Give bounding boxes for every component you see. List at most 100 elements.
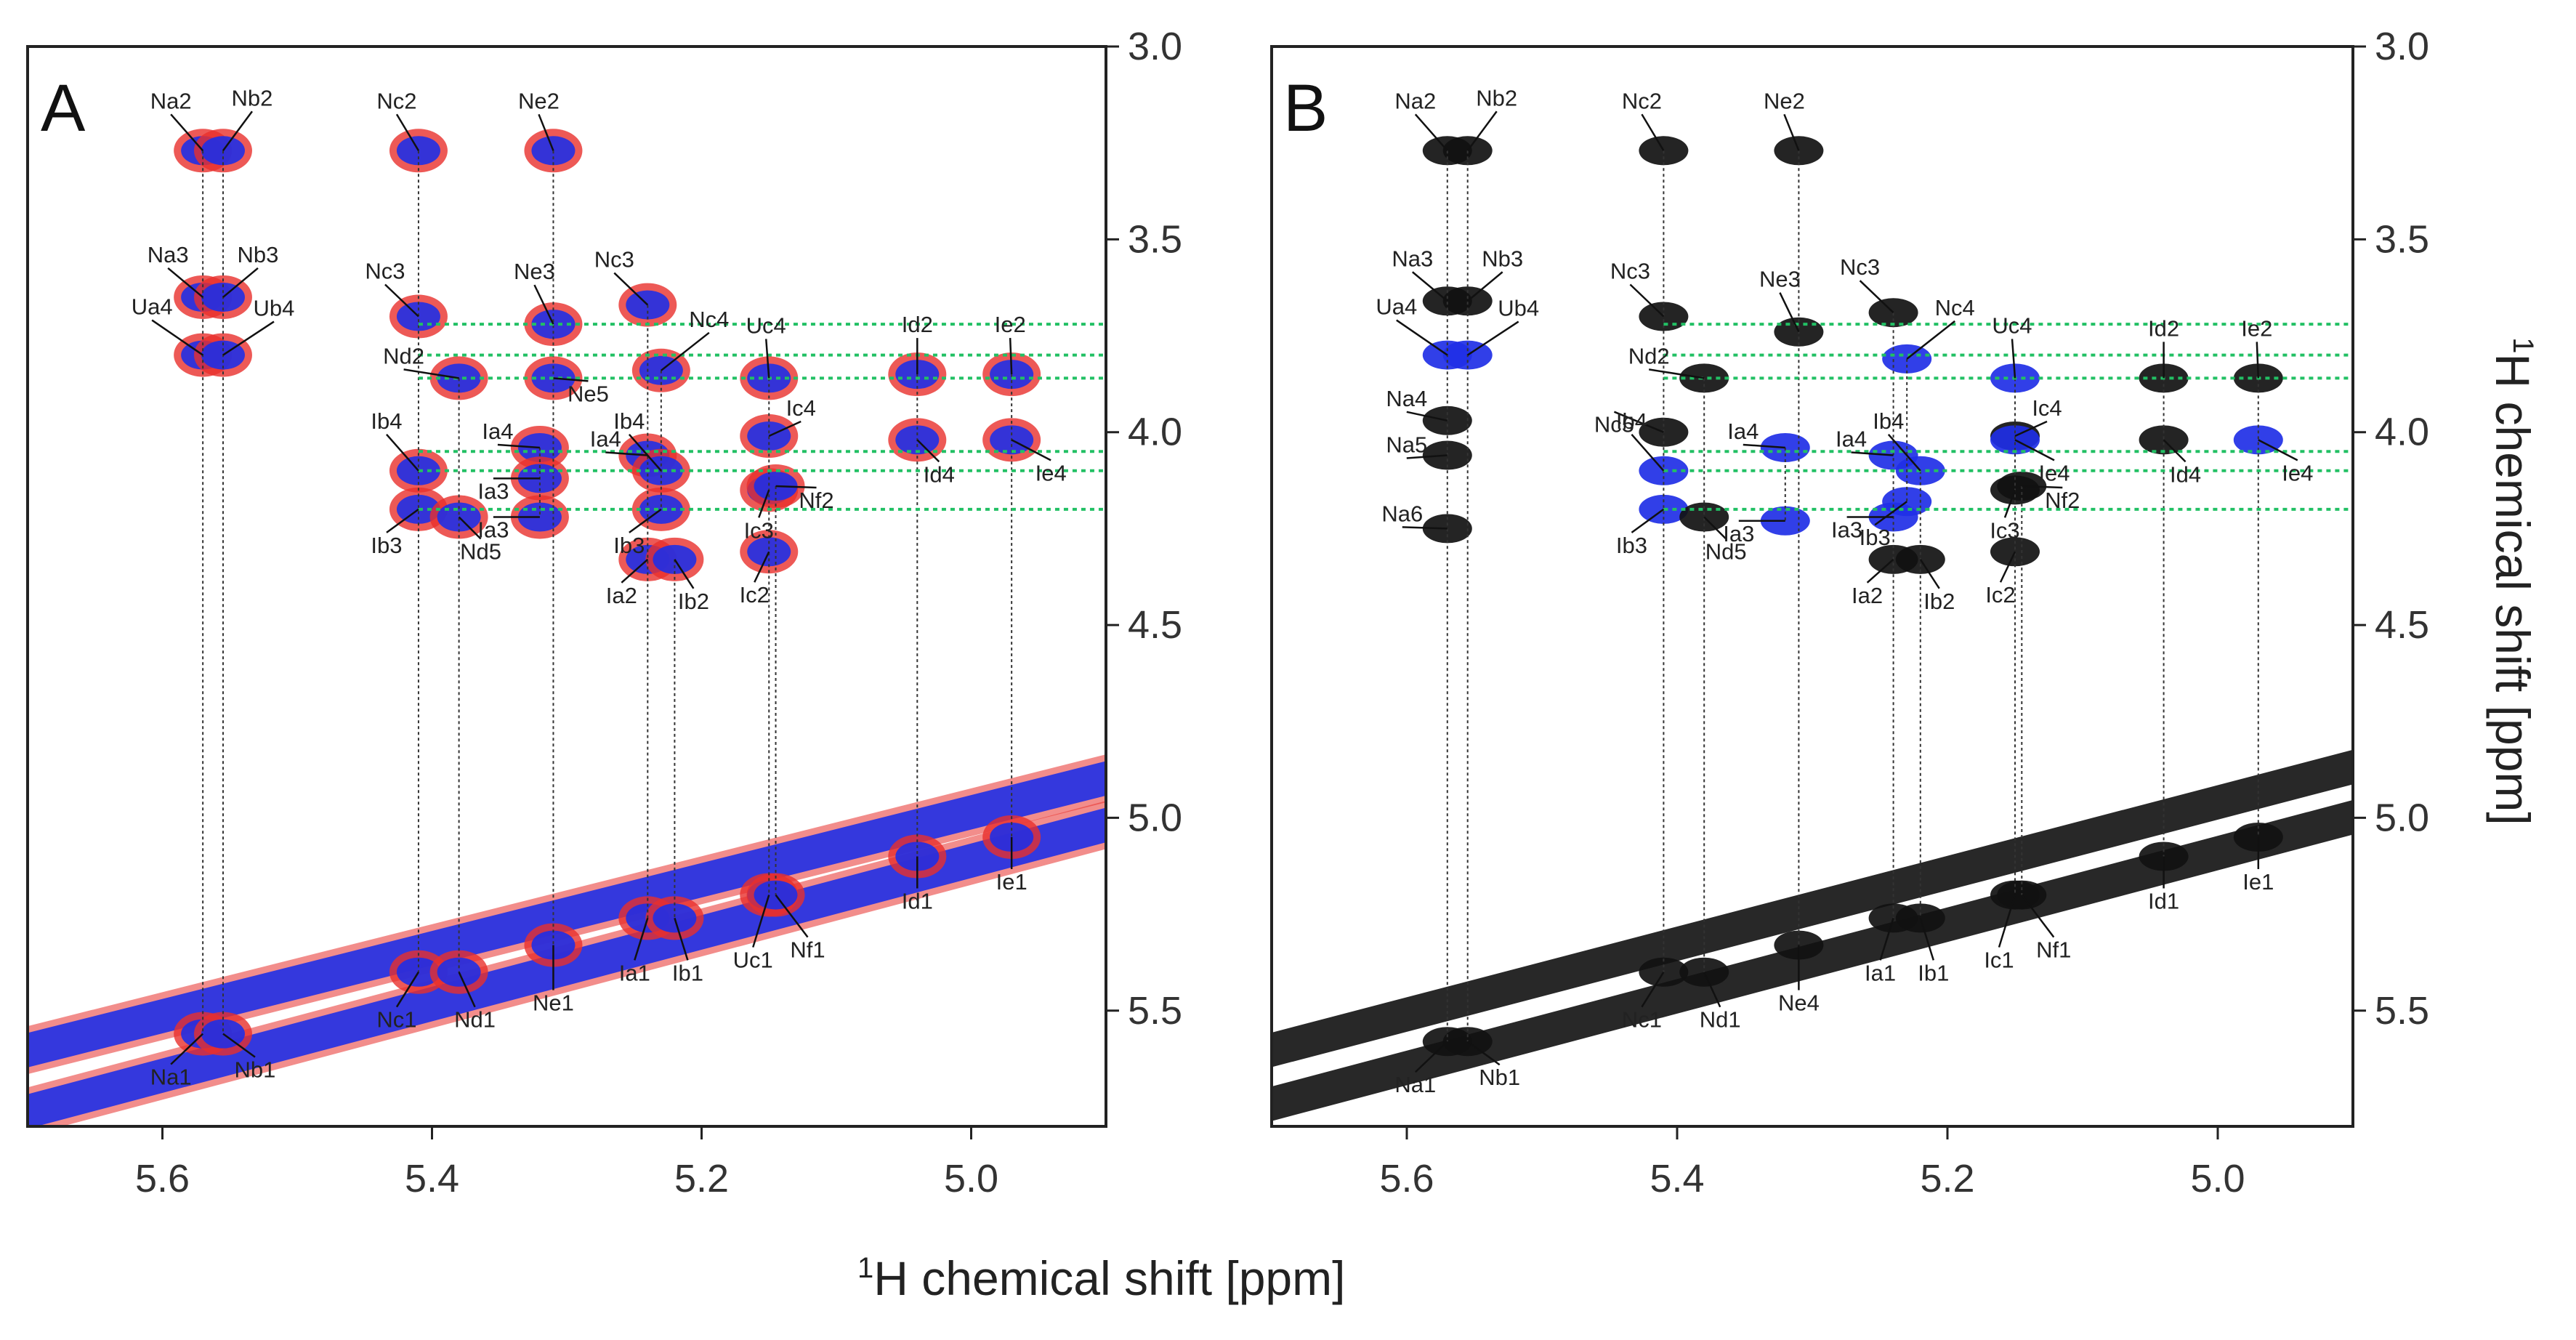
panel-b-peak-label: Nc3 (1840, 254, 1880, 280)
panel-a-peak-label: Nc3 (594, 247, 634, 273)
x-axis-title-text: H chemical shift [ppm] (873, 1251, 1345, 1305)
panel-a-peak-6-leader (222, 267, 259, 298)
panel-b-peak-41-leader (1641, 972, 1665, 1008)
panel-b-peak-37-leader (1919, 559, 1940, 589)
panel-a-peak-37-leader (395, 972, 420, 1008)
panel-b-y-tick-label: 5.5 (2375, 989, 2429, 1033)
panel-b-peak-label: Ic3 (1990, 517, 2019, 543)
panel-a-frame (26, 45, 1107, 1128)
panel-b-peak-13-leader (2011, 339, 2016, 379)
panel-b-peak-label: Ia4 (1727, 419, 1759, 444)
panel-b-y-tick-label: 5.0 (2375, 796, 2429, 839)
y-axis-title: 1H chemical shift [ppm] (2486, 337, 2540, 825)
panel-b-peak-label: Uc4 (1992, 312, 2032, 338)
panel-b-peak-label: Ie4 (2282, 460, 2313, 485)
panel-a-peak-label: Ie1 (996, 869, 1027, 895)
panel-a-peak-label: Ia1 (619, 960, 650, 985)
panel-a-x-tick-label: 5.4 (405, 1157, 459, 1200)
panel-b-peak-label: Ia3 (1831, 517, 1862, 542)
panel-b-axes: 5.6 5.4 5.2 5.0 3.0 3.5 4.0 4.5 5.0 5.5 (1379, 25, 2429, 1200)
panel-b-peak-label: Na3 (1392, 246, 1433, 271)
panel-b-peak-label: Nc1 (1622, 1007, 1662, 1033)
panel-a-peak-23-leader (1011, 439, 1051, 461)
panel-b-peak-22-leader (2014, 420, 2048, 437)
panel-a-peak-label: Ia2 (606, 583, 637, 608)
panel-a-contour-layer (28, 129, 1106, 1125)
panel-b-peak-7-leader (1396, 319, 1448, 356)
panel-a-x-tick-label: 5.6 (135, 1157, 190, 1200)
panel-a-peak-label: Nd5 (460, 538, 501, 564)
panel-a-diagonal-band-2-inner (28, 807, 1106, 1125)
panel-b-peak-label: Ib2 (1923, 589, 1955, 614)
panel-b-peak-30-leader (1874, 501, 1907, 526)
panel-b-peak-2-leader (1466, 110, 1498, 152)
panel-a-peak-label: Ua4 (132, 294, 173, 320)
panel-b-peak-45-leader (1919, 918, 1934, 961)
panel-a-peak-label: Id1 (902, 889, 933, 914)
panel-b-peak-11-leader (1859, 280, 1894, 314)
panel-a-peak-label: Nb1 (235, 1057, 276, 1083)
panel-b-peak-label: Na6 (1381, 501, 1423, 526)
panel-a-y-tick-label: 3.5 (1128, 217, 1182, 261)
panel-a-peak-15-leader (765, 339, 770, 379)
panel-a-peak-20-leader (605, 451, 648, 456)
panel-a-peak-11-leader (403, 368, 459, 379)
panel-b-diagonal (1272, 749, 2353, 1121)
panel-b-peak-9-leader (1629, 283, 1665, 318)
panel-b-frame (1270, 45, 2354, 1128)
panel-b-peak-label: Nb3 (1482, 246, 1523, 271)
panel-b-peak-5-leader (1411, 271, 1448, 302)
y-axis-title-text: H chemical shift [ppm] (2486, 354, 2540, 826)
panel-b-peak-label: Ib4 (1616, 408, 1647, 434)
panel-a-peak-41-leader (674, 918, 689, 961)
panel-a-peak-label: Ub4 (254, 296, 295, 321)
panel-a-plot: Na2 Nb2 Nc2 Ne2 Na3 Nb3 Ua4 Ub4 Nc3 Ne3 Nd2 Ne5 Nc3 N… (26, 25, 1182, 1200)
panel-a-peak-32-leader (621, 558, 649, 584)
panel-a-peak-label: Ia3 (477, 517, 509, 542)
panel-a-peak-label: Ib3 (371, 533, 402, 558)
panel-a-y-tick-label: 4.5 (1128, 603, 1182, 647)
panel-b-peak-label: Nd1 (1700, 1007, 1741, 1033)
panel-a-peak-36-leader (222, 1033, 256, 1058)
panel-b-peak-10-leader (1779, 292, 1800, 333)
panel-b-peak-label: Ia3 (1723, 521, 1754, 546)
panel-a-axes: 5.6 5.4 5.2 5.0 3.0 3.5 4.0 4.5 5.0 5.5 (135, 25, 1182, 1200)
panel-a-y-tick-label: 4.0 (1128, 411, 1182, 454)
panel-b-peak-44-leader (1879, 918, 1894, 961)
panel-b-peak-label: Id4 (2170, 461, 2201, 487)
panel-b-peak-label: Ia2 (1852, 583, 1883, 608)
panel-a-diagonal-band-1-inner (28, 761, 1106, 1067)
panel-b-peak-26-leader (2014, 439, 2055, 461)
panel-b-diagonal-band-2-outer (1272, 799, 2353, 1121)
panel-b-peak-label: Ib3 (1616, 533, 1647, 558)
panel-b-peak-28-leader (1402, 526, 1448, 530)
panel-b-assignment-lines (1446, 150, 2353, 1042)
panel-b-peak-label: Ne3 (1759, 267, 1801, 292)
panel-b-peak-15-leader (2256, 342, 2260, 379)
panel-b-peak-16-leader (1649, 368, 1705, 379)
panel-b-peak-1-leader (1414, 113, 1448, 152)
panel-b-peak-label: Nc4 (1935, 295, 1975, 320)
panel-b-peak-8-leader (1467, 320, 1519, 356)
panel-a-peak-labels: Na2 Nb2 Nc2 Ne2 Na3 Nb3 Ua4 Ub4 Nc3 Ne3 Nd2 Ne5 Nc3 N… (132, 85, 1067, 1089)
panel-a-peak-label: Nf2 (799, 488, 833, 513)
panel-b-peak-label: Ic1 (1984, 948, 2014, 973)
panel-a-peak-27-leader (629, 508, 662, 533)
panel-b-y-tick-label: 3.0 (2375, 25, 2429, 68)
panel-b-peak-42-leader (1703, 972, 1721, 1008)
panel-a-peak-label: Nf1 (790, 937, 825, 963)
panel-a-peak-8-leader (222, 320, 275, 356)
panel-a-peak-31-leader (775, 485, 817, 489)
panel-b-peak-label: Ub4 (1498, 296, 1539, 321)
panel-b-x-tick-label: 5.0 (2190, 1157, 2245, 1200)
panel-a-x-tick-label: 5.0 (944, 1157, 998, 1200)
panel-a-peak-label: Nc4 (689, 307, 729, 332)
panel-b-peak-label: Ib4 (1873, 408, 1904, 434)
panel-a-peak-label: Ic4 (786, 395, 816, 421)
panel-b-peak-label: Nf1 (2036, 937, 2071, 963)
panel-a-peak-42-leader (752, 895, 770, 948)
panel-a-peak-17-leader (1009, 338, 1013, 375)
panel-a-peak-12-leader (553, 377, 589, 382)
panel-b-peak-label: Nf2 (2045, 488, 2080, 513)
panel-b-peak-label: Ie4 (2038, 460, 2070, 485)
